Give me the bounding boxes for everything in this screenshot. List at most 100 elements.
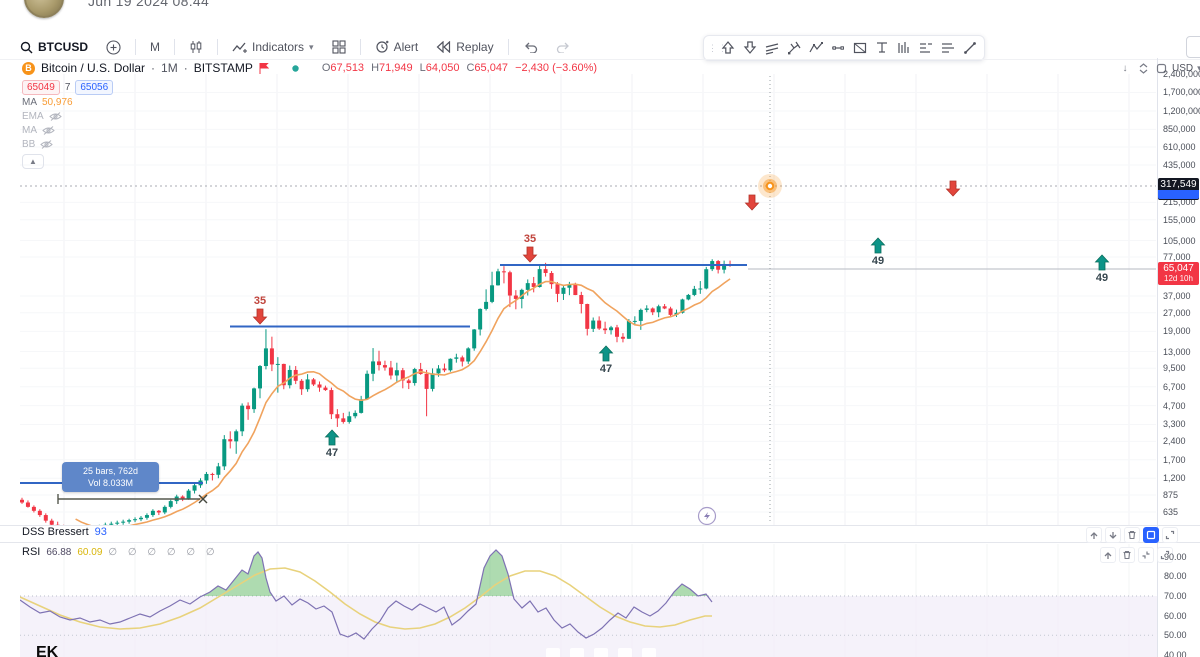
price-axis-separator xyxy=(1157,58,1158,657)
position-tool[interactable] xyxy=(872,38,892,58)
price-tick: 13,000 xyxy=(1163,346,1191,357)
layout-grid-button[interactable] xyxy=(326,37,352,57)
rsi-value: 66.88 xyxy=(46,546,72,558)
chart-style-button[interactable] xyxy=(183,37,209,57)
expand-icon[interactable] xyxy=(1162,527,1178,543)
maximize-icon[interactable] xyxy=(1143,527,1159,543)
measure-tooltip: 25 bars, 762d Vol 8.033M xyxy=(62,462,159,492)
price-tick: 635 xyxy=(1163,507,1179,518)
video-overlay-dots xyxy=(546,648,656,657)
bar-countdown: 12d 10h xyxy=(1164,274,1193,283)
replay-button[interactable]: Replay xyxy=(430,37,499,57)
rsi-tick: 70.00 xyxy=(1164,591,1187,601)
dss-legend-row[interactable]: DSS Bressert 93 xyxy=(22,526,107,538)
currency-label[interactable]: USD xyxy=(1172,62,1194,74)
indicators-label: Indicators xyxy=(252,40,305,54)
hidden-indicator-row[interactable]: EMA xyxy=(22,110,597,123)
eye-off-icon[interactable] xyxy=(42,125,55,136)
hidden-indicator-row[interactable]: MA xyxy=(22,124,597,137)
market-status-dot xyxy=(292,64,299,72)
arrow-up-tool[interactable] xyxy=(718,38,738,58)
rectangle-tool[interactable] xyxy=(850,38,870,58)
pane-separator-rsi[interactable] xyxy=(0,542,1200,543)
low-badge[interactable]: 65049 xyxy=(22,80,60,95)
alert-price-badge[interactable]: 317,549 xyxy=(1158,178,1199,200)
zigzag-tool-icon xyxy=(809,42,823,53)
legend-exchange: BITSTAMP xyxy=(193,61,253,75)
fullscreen-icon[interactable] xyxy=(1154,61,1168,75)
collapse-icon[interactable] xyxy=(1138,547,1154,563)
expand-icon[interactable] xyxy=(1157,547,1173,563)
price-tick: 1,700 xyxy=(1163,454,1186,465)
zigzag-tool[interactable] xyxy=(806,38,826,58)
auto-scale-icon[interactable]: ↓ xyxy=(1122,62,1128,74)
undo-arrow-icon xyxy=(524,42,537,53)
legend-collapse-button[interactable]: ▲ xyxy=(22,154,44,169)
bitcoin-icon: B xyxy=(22,61,35,75)
interval-button[interactable]: M xyxy=(144,37,166,57)
rsi-tick: 50.00 xyxy=(1164,630,1187,641)
high-badge[interactable]: 65056 xyxy=(75,80,114,95)
floating-drawing-toolbar[interactable]: ⋮⋮ xyxy=(703,35,985,61)
list-alt-tool[interactable] xyxy=(938,38,958,58)
price-tick: 4,700 xyxy=(1163,400,1186,411)
legend-interval: 1M xyxy=(161,61,178,75)
sell-signal-arrow xyxy=(252,308,268,325)
arrow-up-icon[interactable] xyxy=(1100,547,1116,563)
rsi-legend-row[interactable]: RSI 66.88 60.09 ∅ ∅ ∅ ∅ ∅ ∅ xyxy=(22,546,219,558)
indicators-button[interactable]: Indicators ▾ xyxy=(226,37,320,57)
split-icon[interactable] xyxy=(1136,61,1150,75)
chevron-down-icon: ▾ xyxy=(309,41,314,52)
list-alt-tool-icon xyxy=(942,43,954,53)
price-axis[interactable]: 2,400,000 1,700,000 1,200,000 850,000 610,00… xyxy=(1160,0,1200,657)
interval-label: M xyxy=(150,40,160,54)
price-axis-header: ↓ USD ▾ xyxy=(1118,61,1200,75)
compare-add-button[interactable] xyxy=(100,37,127,58)
alert-button[interactable]: Alert xyxy=(369,37,425,57)
arrow-down-tool[interactable] xyxy=(740,38,760,58)
price-tick: 215,000 xyxy=(1163,197,1196,208)
flag-icon[interactable] xyxy=(259,62,269,74)
replay-icon xyxy=(436,41,451,53)
buy-signal-arrow xyxy=(870,237,886,254)
candles-icon xyxy=(190,41,202,53)
eye-off-icon[interactable] xyxy=(48,111,62,122)
signal-label: 47 xyxy=(326,447,338,459)
trash-icon[interactable] xyxy=(1124,527,1140,543)
arrow-up-tool-icon xyxy=(721,41,735,54)
volume-profile-tool[interactable] xyxy=(894,38,914,58)
redo-button[interactable] xyxy=(550,38,577,56)
last-price-badge[interactable]: 65,047 12d 10h xyxy=(1158,262,1199,285)
partial-button[interactable] xyxy=(1186,36,1200,58)
arrow-down-tool-icon xyxy=(743,41,757,54)
signal-label: 47 xyxy=(600,363,612,375)
hidden-indicator-row[interactable]: BB xyxy=(22,138,597,151)
list-tool[interactable] xyxy=(916,38,936,58)
price-tick: 1,200,000 xyxy=(1163,106,1200,116)
drag-handle-icon[interactable]: ⋮⋮ xyxy=(708,43,728,53)
trendline-tool[interactable] xyxy=(960,38,980,58)
toolbar-separator xyxy=(0,59,1200,60)
legend-title[interactable]: Bitcoin / U.S. Dollar xyxy=(41,61,146,75)
arrow-up-icon[interactable] xyxy=(1086,527,1102,543)
search-icon xyxy=(20,41,33,53)
price-tick: 610,000 xyxy=(1163,141,1196,152)
symbol-search[interactable]: BTCUSD xyxy=(14,37,94,57)
pane-separator-dss[interactable] xyxy=(0,525,1200,526)
price-tick: 3,300 xyxy=(1163,419,1186,430)
arrow-down-icon[interactable] xyxy=(1105,527,1121,543)
trash-icon[interactable] xyxy=(1119,547,1135,563)
ma-legend-row[interactable]: MA 50,976 xyxy=(22,97,73,108)
parallel-channel-tool[interactable] xyxy=(762,38,782,58)
price-tick: 1,700,000 xyxy=(1163,87,1200,98)
eye-off-icon[interactable] xyxy=(40,139,54,150)
top-toolbar: BTCUSD M Indicators ▾ Alert Replay xyxy=(14,34,577,60)
ohlc-values: O67,513 H71,949 L64,050 C65,047 −2,430 (… xyxy=(321,62,598,74)
pitchfork-tool[interactable] xyxy=(784,38,804,58)
rsi-tick: 60.00 xyxy=(1164,610,1187,621)
horizontal-ray-tool[interactable] xyxy=(828,38,848,58)
undo-button[interactable] xyxy=(517,38,544,56)
replay-label: Replay xyxy=(456,40,494,54)
signal-label: 49 xyxy=(872,255,884,267)
